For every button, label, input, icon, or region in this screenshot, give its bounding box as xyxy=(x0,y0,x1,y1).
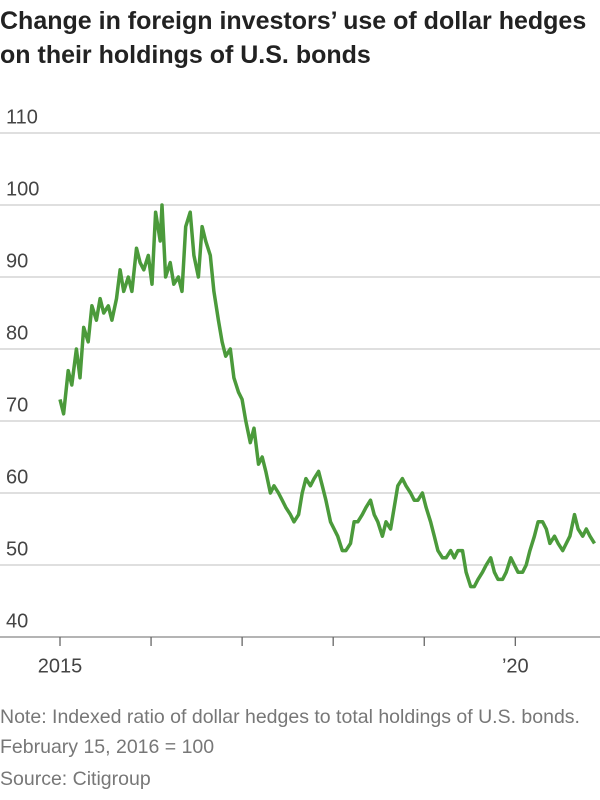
source: Source: Citigroup xyxy=(0,768,151,790)
y-tick-label: 80 xyxy=(6,322,28,344)
x-tick-label: 2015 xyxy=(38,655,83,677)
note: Note: Indexed ratio of dollar hedges to … xyxy=(0,706,580,758)
y-tick-label: 110 xyxy=(6,106,38,128)
y-tick-label: 100 xyxy=(6,178,39,200)
y-tick-label: 90 xyxy=(6,250,28,272)
y-tick-label: 50 xyxy=(6,538,28,560)
chart: 40 50 60 70 80 90 100 110 2015 ’20 xyxy=(0,106,600,677)
y-tick-label: 40 xyxy=(6,610,28,632)
x-tick-label: ’20 xyxy=(502,655,529,677)
y-tick-label: 70 xyxy=(6,394,28,416)
chart-title: Change in foreign investors’ use of doll… xyxy=(0,7,587,69)
line xyxy=(58,203,596,589)
y-tick-label: 60 xyxy=(6,466,28,488)
